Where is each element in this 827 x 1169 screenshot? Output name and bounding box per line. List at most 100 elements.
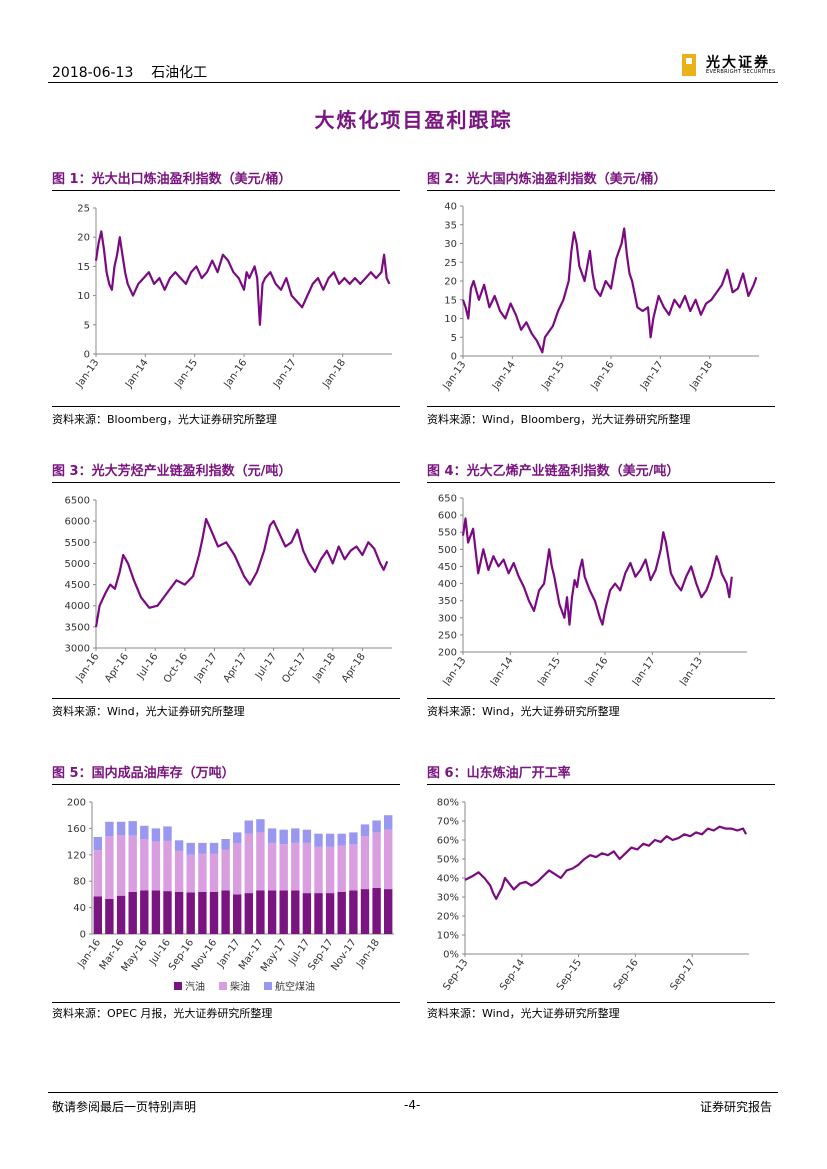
page-title: 大炼化项目盈利跟踪 xyxy=(314,108,513,132)
x-tick-label: Jan-15 xyxy=(539,359,567,392)
y-tick-label: 450 xyxy=(438,562,457,573)
bar-jet-fuel xyxy=(279,829,288,845)
figure-top-rule xyxy=(427,482,775,483)
bar-diesel xyxy=(291,842,300,891)
x-tick-label: Jan-18 xyxy=(310,651,338,684)
bar-gasoline xyxy=(291,890,300,934)
figure-top-rule xyxy=(52,784,400,785)
bar-diesel xyxy=(198,853,207,892)
y-tick-label: 40 xyxy=(73,903,86,914)
bar-jet-fuel xyxy=(233,832,242,843)
x-tick-label: Jul-17 xyxy=(253,651,279,681)
y-tick-label: 30 xyxy=(444,239,457,250)
bar-gasoline xyxy=(360,889,370,934)
x-tick-label: Jan-17 xyxy=(638,359,666,392)
figure-title: 图 5：国内成品油库存（万吨） xyxy=(52,766,235,781)
bar-diesel xyxy=(337,845,346,892)
y-tick-label: 400 xyxy=(438,579,457,590)
figure-bottom-rule xyxy=(427,1002,775,1003)
bar-gasoline xyxy=(151,890,161,934)
bar-diesel xyxy=(384,829,393,890)
figure-bottom-rule xyxy=(52,406,400,407)
x-tick-label: Jan-18 xyxy=(320,357,348,390)
bar-jet-fuel xyxy=(140,825,149,839)
y-tick-label: 80% xyxy=(437,798,459,809)
x-tick-label: Sep-15 xyxy=(555,957,584,992)
bar-jet-fuel xyxy=(384,815,393,830)
bar-gasoline xyxy=(256,890,265,934)
y-tick-label: 25 xyxy=(444,258,457,269)
figure-top-rule xyxy=(427,190,775,191)
bar-gasoline xyxy=(209,891,219,934)
y-tick-label: 120 xyxy=(67,850,86,861)
y-tick-label: 15 xyxy=(77,262,90,273)
bar-gasoline xyxy=(128,891,137,934)
bar-jet-fuel xyxy=(163,826,172,841)
x-tick-label: Jan-15 xyxy=(535,655,563,686)
bar-diesel xyxy=(116,835,126,896)
x-tick-label: Jan-16 xyxy=(589,359,617,392)
y-tick-label: 5 xyxy=(84,320,90,331)
footer-page-number: -4- xyxy=(404,1098,421,1112)
y-tick-label: 350 xyxy=(438,596,457,607)
figure-source: 资料来源：Wind，Bloomberg，光大证券研究所整理 xyxy=(427,413,691,426)
y-tick-label: 0 xyxy=(84,350,90,361)
bar-jet-fuel xyxy=(93,837,102,851)
legend-swatch xyxy=(264,982,272,990)
bar-diesel xyxy=(279,844,288,891)
y-tick-label: 25 xyxy=(77,204,90,215)
bar-gasoline xyxy=(302,893,312,934)
bar-jet-fuel xyxy=(128,821,137,836)
logo-en: EVERBRIGHT SECURITIES xyxy=(706,69,776,75)
logo-mark-icon xyxy=(682,54,696,76)
x-tick-label: Jan-13 xyxy=(441,655,469,686)
bar-gasoline xyxy=(349,890,358,934)
series-line xyxy=(461,517,733,626)
footer-disclaimer: 敬请参阅最后一页特别声明 xyxy=(52,1100,197,1114)
x-tick-label: Jan-18 xyxy=(687,359,715,392)
bar-diesel xyxy=(349,844,358,891)
figure-panel-4: 图 4：光大乙烯产业链盈利指数（美元/吨） 200 250 300 350 400 450… xyxy=(427,460,775,720)
y-tick-label: 35 xyxy=(444,220,457,231)
y-tick-label: 250 xyxy=(438,630,457,641)
figure-bottom-rule xyxy=(427,406,775,407)
x-tick-label: Sep-14 xyxy=(498,957,527,992)
x-tick-label: Apr-18 xyxy=(340,651,368,684)
company-logo: 光大证券 EVERBRIGHT SECURITIES xyxy=(682,52,782,80)
x-tick-label: Jan-15 xyxy=(172,357,200,390)
bar-diesel xyxy=(209,853,219,892)
bar-diesel xyxy=(233,842,242,895)
figure-top-rule xyxy=(427,784,775,785)
bar-diesel xyxy=(372,832,381,888)
figure-source: 资料来源：Wind，光大证券研究所整理 xyxy=(52,705,245,718)
bar-diesel xyxy=(302,842,312,894)
series-line xyxy=(94,230,391,326)
bar-gasoline xyxy=(233,894,242,934)
figure-top-rule xyxy=(52,482,400,483)
bar-diesel xyxy=(360,836,370,890)
bar-gasoline xyxy=(372,887,381,934)
header-divider xyxy=(48,82,778,83)
y-tick-label: 10 xyxy=(77,291,90,302)
x-tick-label: Apr-17 xyxy=(222,651,250,684)
bar-gasoline xyxy=(325,893,335,934)
bar-gasoline xyxy=(244,893,253,934)
y-tick-label: 5000 xyxy=(65,559,90,570)
bar-diesel xyxy=(128,835,137,892)
y-tick-label: 4000 xyxy=(65,601,90,612)
bar-diesel xyxy=(267,842,277,891)
bar-gasoline xyxy=(105,899,114,934)
figure-panel-1: 图 1：光大出口炼油盈利指数（美元/桶） 0 5 10 15 20 25 Jan-13 Jan… xyxy=(52,168,400,428)
figure-source: 资料来源：Wind，光大证券研究所整理 xyxy=(427,1007,620,1020)
figure-source: 资料来源：Wind，光大证券研究所整理 xyxy=(427,705,620,718)
y-tick-label: 500 xyxy=(438,545,457,556)
y-tick-label: 20 xyxy=(444,277,457,288)
y-tick-label: 50% xyxy=(437,855,459,866)
x-tick-label: Jan-13 xyxy=(74,357,102,390)
x-tick-label: Sep-16 xyxy=(612,957,641,992)
bar-jet-fuel xyxy=(174,840,184,851)
bar-gasoline xyxy=(163,891,172,934)
sector-text: 石油化工 xyxy=(151,65,208,81)
bar-gasoline xyxy=(186,892,195,934)
